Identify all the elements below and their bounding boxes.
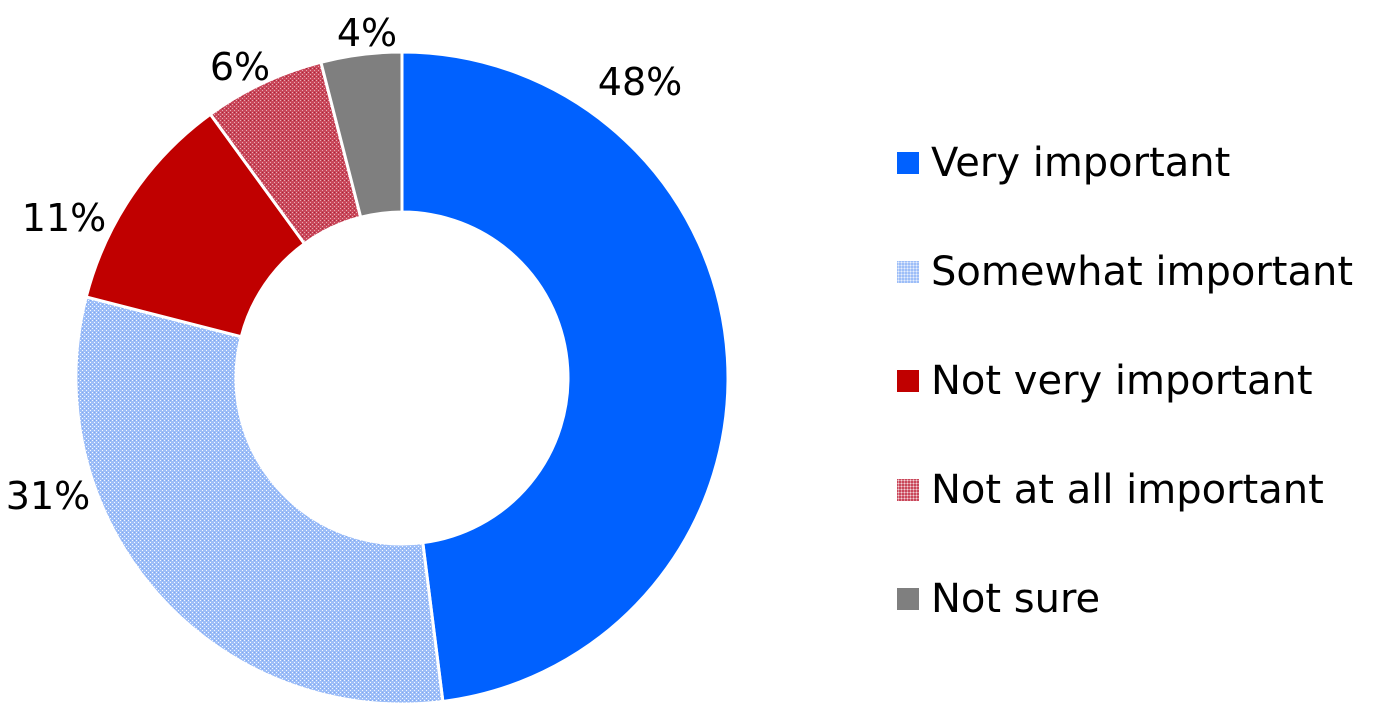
legend-label-not-at-all-important: Not at all important bbox=[931, 466, 1324, 513]
legend-item-not-at-all-important: Not at all important bbox=[897, 435, 1353, 544]
data-labels: 48% 31% 11% 6% 4% bbox=[6, 11, 682, 518]
legend-swatch-not-very-important bbox=[897, 369, 919, 392]
legend-swatch-somewhat-important bbox=[897, 260, 919, 283]
data-label-not-very-important: 11% bbox=[22, 196, 106, 240]
legend-item-somewhat-important: Somewhat important bbox=[897, 217, 1353, 326]
data-label-not-sure: 4% bbox=[337, 11, 397, 55]
legend-item-very-important: Very important bbox=[897, 108, 1353, 217]
legend-item-not-sure: Not sure bbox=[897, 544, 1353, 653]
legend-swatch-not-at-all-important bbox=[897, 478, 919, 501]
slice-somewhat-important bbox=[74, 295, 445, 703]
legend-item-not-very-important: Not very important bbox=[897, 326, 1353, 435]
data-label-very-important: 48% bbox=[598, 60, 682, 104]
slice-not-sure bbox=[319, 50, 404, 220]
legend-label-not-sure: Not sure bbox=[931, 575, 1101, 622]
slice-very-important bbox=[400, 50, 730, 703]
legend-label-somewhat-important: Somewhat important bbox=[931, 248, 1354, 295]
data-label-somewhat-important: 31% bbox=[6, 474, 90, 518]
legend-swatch-very-important bbox=[897, 151, 919, 174]
legend-label-not-very-important: Not very important bbox=[931, 357, 1313, 404]
legend-swatch-not-sure bbox=[897, 587, 919, 610]
legend: Very important Somewhat important Not very… bbox=[897, 108, 1353, 653]
data-label-not-at-all-important: 6% bbox=[210, 45, 270, 89]
legend-label-very-important: Very important bbox=[931, 139, 1231, 186]
donut-slices bbox=[74, 50, 730, 703]
